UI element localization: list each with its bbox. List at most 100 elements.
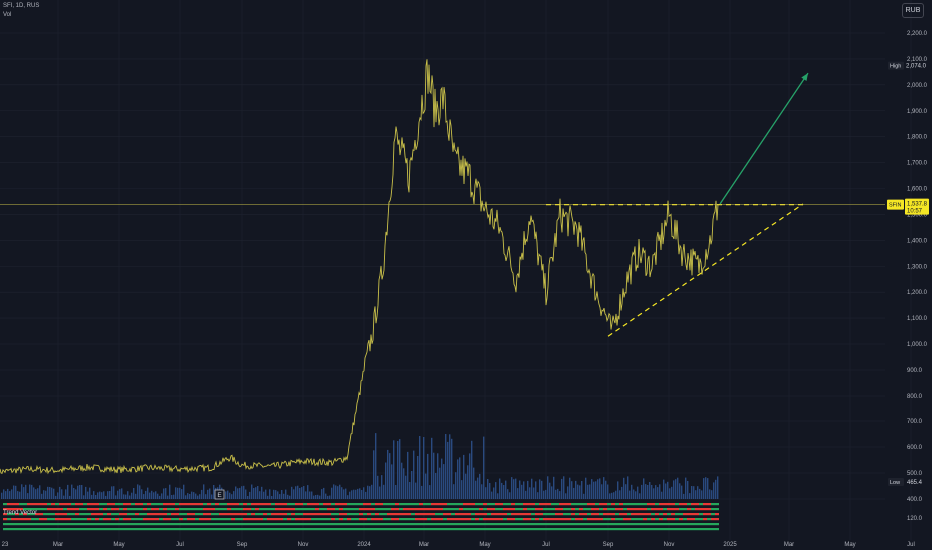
indicator-cell-0-687: [687, 503, 691, 506]
volume-bar-162: [325, 493, 327, 499]
x-tick-label-14: May: [844, 542, 855, 548]
indicator-cell-4-19: [19, 523, 23, 526]
indicator-cell-5-103: [103, 528, 107, 531]
indicator-cell-1-599: [599, 508, 603, 511]
volume-bar-115: [231, 494, 233, 499]
indicator-cell-4-627: [627, 523, 631, 526]
volume-bar-224: [449, 434, 451, 499]
volume-bar-300: [601, 484, 603, 499]
x-tick-label-15: Jul: [907, 542, 915, 548]
volume-bar-246: [493, 487, 495, 499]
volume-bar-118: [237, 488, 239, 499]
indicator-cell-2-431: [431, 513, 435, 516]
volume-bar-216: [433, 452, 435, 499]
indicator-cell-4-187: [187, 523, 191, 526]
indicator-cell-5-407: [407, 528, 411, 531]
indicator-cell-4-179: [179, 523, 183, 526]
volume-bar-263: [527, 480, 529, 499]
indicator-cell-0-363: [363, 503, 367, 506]
indicator-cell-3-595: [595, 518, 599, 521]
indicator-cell-5-231: [231, 528, 235, 531]
indicator-cell-1-87: [87, 508, 91, 511]
indicator-cell-5-551: [551, 528, 555, 531]
volume-bar-236: [473, 467, 475, 499]
indicator-cell-1-411: [411, 508, 415, 511]
volume-bar-325: [651, 485, 653, 499]
volume-bar-151: [303, 486, 305, 499]
volume-bar-171: [343, 489, 345, 499]
volume-bar-166: [333, 484, 335, 499]
volume-bar-34: [69, 495, 71, 499]
indicator-cell-5-251: [251, 528, 255, 531]
indicator-cell-1-499: [499, 508, 503, 511]
indicator-cell-4-139: [139, 523, 143, 526]
indicator-cell-1-23: [23, 508, 27, 511]
volume-bar-302: [605, 480, 607, 499]
last-symbol: SFIN: [889, 203, 902, 209]
volume-bar-231: [463, 454, 465, 499]
y-tick-label-9: 1,300.0: [907, 264, 928, 270]
indicator-cell-5-571: [571, 528, 575, 531]
indicator-cell-2-87: [87, 513, 91, 516]
indicator-cell-5-51: [51, 528, 55, 531]
indicator-cell-2-163: [163, 513, 167, 516]
volume-bar-211: [423, 437, 425, 499]
indicator-cell-1-327: [327, 508, 331, 511]
indicator-cell-2-147: [147, 513, 151, 516]
indicator-cell-2-575: [575, 513, 579, 516]
indicator-cell-3-271: [271, 518, 275, 521]
indicator-cell-3-671: [671, 518, 675, 521]
indicator-cell-2-243: [243, 513, 247, 516]
indicator-cell-5-83: [83, 528, 87, 531]
indicator-cell-2-7: [7, 513, 11, 516]
volume-bar-209: [419, 436, 421, 499]
volume-bar-271: [543, 490, 545, 499]
volume-bar-80: [161, 493, 163, 499]
indicator-cell-1-663: [663, 508, 667, 511]
indicator-cell-4-579: [579, 523, 583, 526]
indicator-cell-4-651: [651, 523, 655, 526]
indicator-cell-0-467: [467, 503, 471, 506]
volume-bar-83: [167, 495, 169, 499]
indicator-cell-4-679: [679, 523, 683, 526]
indicator-cell-4-99: [99, 523, 103, 526]
event-marker-label[interactable]: E: [217, 492, 222, 499]
indicator-cell-3-311: [311, 518, 315, 521]
indicator-cell-3-307: [307, 518, 311, 521]
volume-bar-298: [597, 479, 599, 499]
indicator-cell-2-19: [19, 513, 23, 516]
indicator-cell-4-363: [363, 523, 367, 526]
volume-bar-244: [489, 483, 491, 499]
indicator-cell-3-55: [55, 518, 59, 521]
volume-bar-357: [715, 479, 717, 499]
indicator-cell-3-587: [587, 518, 591, 521]
indicator-cell-0-387: [387, 503, 391, 506]
volume-bar-48: [97, 492, 99, 499]
indicator-cell-2-695: [695, 513, 699, 516]
indicator-cell-1-675: [675, 508, 679, 511]
volume-bar-279: [559, 491, 561, 499]
indicator-cell-4-483: [483, 523, 487, 526]
indicator-cell-5-259: [259, 528, 263, 531]
volume-bar-220: [441, 458, 443, 499]
indicator-cell-4-711: [711, 523, 715, 526]
indicator-cell-4-343: [343, 523, 347, 526]
volume-bar-141: [283, 493, 285, 499]
indicator-cell-4-659: [659, 523, 663, 526]
indicator-cell-1-583: [583, 508, 587, 511]
volume-bar-278: [557, 488, 559, 499]
indicator-cell-0-79: [79, 503, 83, 506]
indicator-cell-3-339: [339, 518, 343, 521]
volume-bar-243: [487, 479, 489, 499]
indicator-cell-0-251: [251, 503, 255, 506]
currency-button[interactable]: RUB: [902, 3, 924, 18]
indicator-cell-4-631: [631, 523, 635, 526]
volume-bar-183: [367, 485, 369, 499]
indicator-cell-1-263: [263, 508, 267, 511]
indicator-cell-3-379: [379, 518, 383, 521]
volume-bar-228: [457, 459, 459, 499]
indicator-cell-5-283: [283, 528, 287, 531]
indicator-cell-4-475: [475, 523, 479, 526]
indicator-cell-1-11: [11, 508, 15, 511]
